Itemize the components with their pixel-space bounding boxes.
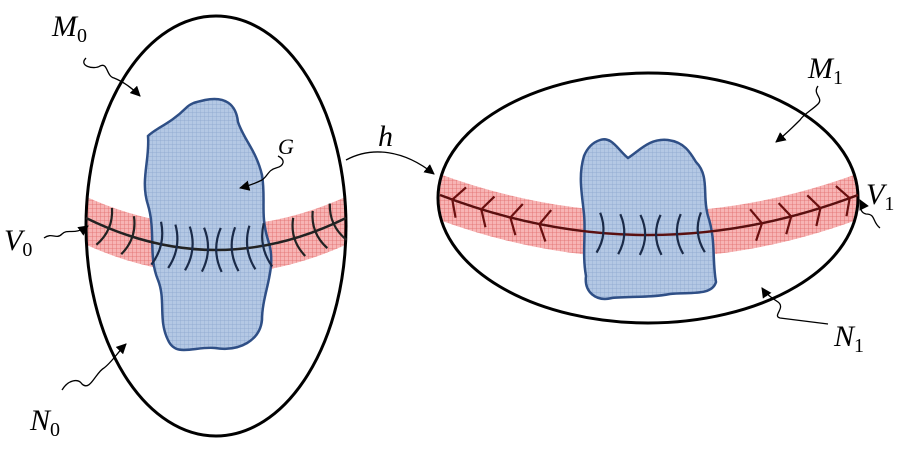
blob-right: [579, 138, 718, 301]
label-base: V: [4, 224, 26, 257]
arrow-g: [238, 155, 284, 191]
tick: [291, 217, 307, 257]
label-n1: N1: [833, 320, 864, 357]
label-sub: 1: [854, 335, 864, 357]
tick: [120, 216, 136, 255]
tick: [777, 202, 793, 235]
label-base: M: [51, 10, 79, 43]
tick: [638, 214, 647, 256]
tick: [150, 221, 164, 266]
arrow-m0: [83, 57, 141, 97]
tick: [200, 227, 210, 273]
tick: [95, 207, 114, 246]
label-m1: M1: [807, 52, 843, 89]
tick: [806, 194, 822, 227]
tick: [451, 186, 467, 218]
arrow-h: [345, 151, 435, 175]
tick: [509, 203, 524, 236]
tick: [675, 213, 685, 255]
arrow-n1: [761, 287, 829, 325]
label-sub: 1: [884, 193, 894, 215]
blob-left: [143, 97, 273, 352]
label-v1: V1: [866, 178, 894, 215]
ticks-left: [95, 203, 348, 273]
label-h: h: [378, 120, 393, 153]
label-g: G: [278, 134, 294, 159]
label-sub: 0: [77, 25, 87, 47]
arrow-n0: [61, 343, 127, 391]
label-base: h: [378, 120, 393, 153]
tick: [215, 227, 223, 273]
label-m0: M0: [51, 10, 87, 47]
ticks-right: [451, 185, 851, 256]
arrow-v0: [43, 225, 89, 239]
label-base: G: [278, 134, 294, 159]
tick: [261, 223, 274, 268]
label-base: N: [29, 404, 52, 437]
pointers: [43, 57, 881, 391]
label-base: M: [807, 52, 835, 85]
tick: [595, 212, 605, 254]
tick: [311, 210, 329, 249]
tick: [245, 225, 257, 270]
tick: [538, 209, 553, 242]
tick: [167, 224, 179, 269]
tick: [654, 214, 663, 256]
tick: [184, 226, 194, 271]
tick: [835, 185, 851, 217]
label-n0: N0: [29, 404, 60, 441]
tick: [617, 213, 626, 255]
label-sub: 0: [50, 419, 60, 441]
label-v0: V0: [4, 224, 32, 261]
label-sub: 1: [833, 67, 843, 89]
tick: [696, 212, 706, 253]
tick: [749, 208, 764, 242]
tick: [230, 226, 240, 272]
arrow-m1: [775, 85, 821, 143]
label-base: N: [833, 320, 856, 353]
label-sub: 0: [22, 239, 32, 261]
curve-right: [439, 193, 859, 237]
label-base: V: [866, 178, 888, 211]
ellipse-right: [436, 71, 860, 325]
tick: [328, 203, 348, 241]
tick: [480, 195, 496, 228]
arrow-v1: [859, 199, 881, 229]
